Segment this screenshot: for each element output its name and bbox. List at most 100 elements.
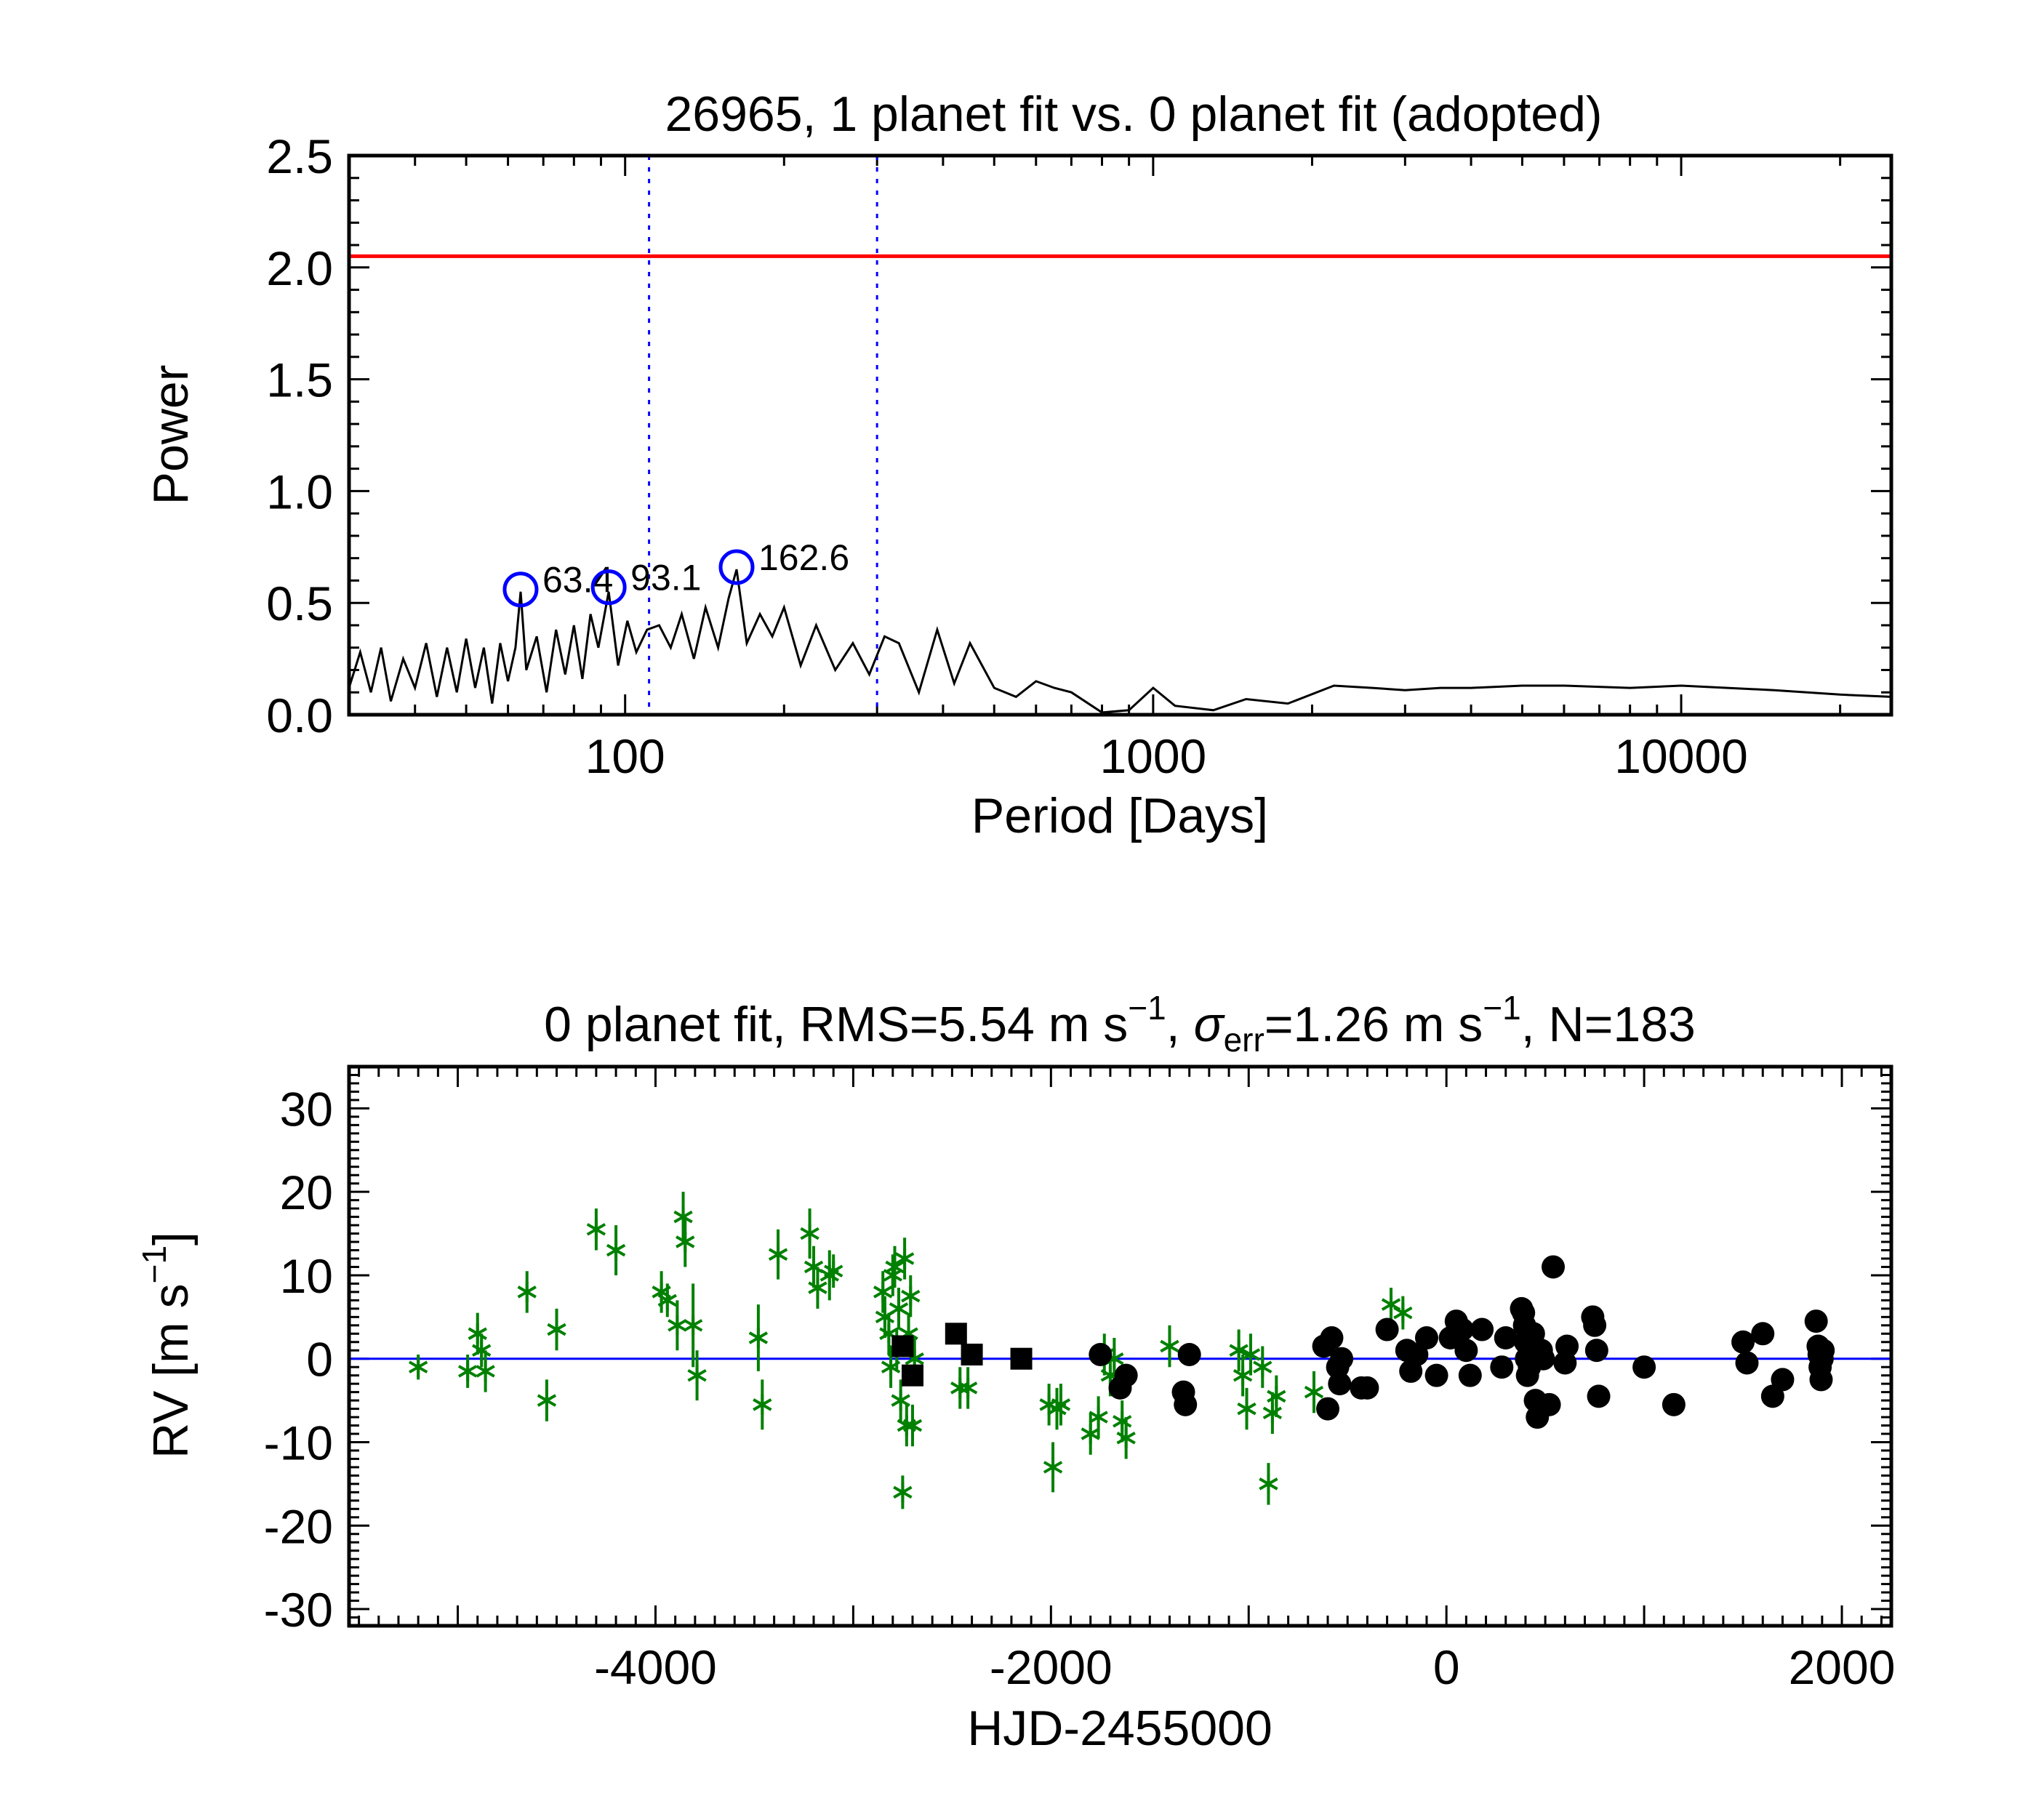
- rv-point-asterisk: [1253, 1346, 1273, 1388]
- rv-point-circle: [1587, 1384, 1611, 1408]
- rv-point-circle: [1494, 1326, 1518, 1350]
- rv-point-circle: [1320, 1326, 1344, 1350]
- rv-x-tick-labels: -4000 -2000 0 2000: [594, 1640, 1895, 1694]
- y-tick-label: -10: [264, 1416, 333, 1469]
- y-tick-label: 0.5: [266, 577, 333, 630]
- asterisk-stroke: [891, 1394, 910, 1407]
- asterisk-stroke: [683, 1319, 703, 1332]
- y-tick-label: 20: [280, 1166, 333, 1219]
- rv-point-asterisk: [803, 1246, 824, 1288]
- x-tick-label: 2000: [1789, 1640, 1896, 1694]
- y-tick-label: 1.0: [266, 465, 333, 518]
- x-tick-label: -2000: [990, 1640, 1113, 1694]
- asterisk-stroke: [1051, 1398, 1071, 1411]
- y-tick-label: 2.5: [266, 129, 333, 183]
- asterisk-stroke: [885, 1260, 905, 1274]
- asterisk-stroke: [1241, 1348, 1261, 1361]
- periodogram-plot-area: 63.4 93.1 162.6: [348, 154, 1892, 716]
- rv-point-asterisk: [687, 1350, 707, 1401]
- rv-point-circle: [1771, 1368, 1795, 1392]
- rv-point-asterisk: [1267, 1375, 1286, 1418]
- asterisk-stroke: [457, 1365, 478, 1378]
- peak-label: 93.1: [630, 558, 701, 598]
- asterisk-stroke: [950, 1381, 970, 1395]
- rv-point-circle: [1328, 1372, 1352, 1396]
- rv-point-asterisk: [800, 1208, 819, 1259]
- rv-panel: 0 planet fit, RMS=5.54 m s−1, σerr=1.26 …: [135, 989, 1895, 1756]
- asterisk-stroke: [476, 1365, 495, 1378]
- rv-point-asterisk: [893, 1475, 913, 1509]
- asterisk-stroke: [893, 1485, 913, 1499]
- asterisk-stroke: [808, 1281, 827, 1294]
- rv-point-asterisk: [885, 1246, 905, 1288]
- rv-point-circle: [1490, 1355, 1514, 1379]
- rv-point-asterisk: [1393, 1296, 1413, 1330]
- rv-title: 0 planet fit, RMS=5.54 m s−1, σerr=1.26 …: [544, 989, 1696, 1059]
- rv-point-asterisk: [891, 1379, 910, 1421]
- periodogram-y-axis-label: Power: [143, 365, 199, 505]
- asterisk-stroke: [768, 1248, 788, 1261]
- rv-point-circle: [1537, 1392, 1561, 1416]
- rv-y-tick-labels: 30 20 10 0 -10 -20 -30: [264, 1082, 333, 1637]
- asterisk-stroke: [1229, 1344, 1249, 1357]
- asterisk-stroke: [547, 1323, 566, 1336]
- rv-point-circle: [1731, 1330, 1755, 1354]
- asterisk-stroke: [748, 1331, 769, 1344]
- rv-point-asterisk: [586, 1208, 606, 1251]
- asterisk-stroke: [468, 1327, 487, 1341]
- rv-point-square: [901, 1364, 923, 1387]
- y-tick-label: 2.0: [266, 241, 333, 295]
- rv-point-circle: [1454, 1339, 1478, 1363]
- rv-point-asterisk: [606, 1225, 626, 1275]
- asterisk-stroke: [883, 1269, 902, 1282]
- rv-point-circle: [1811, 1339, 1835, 1363]
- peak-marker: [590, 569, 627, 606]
- periodogram-y-tick-labels: 0.0 0.5 1.0 1.5 2.0 2.5: [266, 129, 333, 742]
- asterisk-stroke: [753, 1398, 772, 1411]
- asterisk-stroke: [408, 1360, 428, 1373]
- rv-point-asterisk: [457, 1354, 478, 1388]
- asterisk-stroke: [1089, 1411, 1108, 1424]
- rv-point-asterisk: [657, 1283, 677, 1317]
- rv-point-asterisk: [1047, 1387, 1067, 1430]
- asterisk-stroke: [1160, 1339, 1179, 1353]
- asterisk-stroke: [824, 1264, 843, 1277]
- asterisk-stroke: [879, 1327, 899, 1341]
- rv-point-circle: [1458, 1363, 1482, 1387]
- rv-plot-area: [349, 1065, 1891, 1627]
- asterisk-stroke: [606, 1243, 626, 1257]
- rv-point-asterisk: [673, 1192, 693, 1243]
- rv-point-asterisk: [808, 1267, 827, 1309]
- rv-point-asterisk: [537, 1379, 557, 1421]
- y-tick-label: 10: [280, 1249, 333, 1303]
- rv-point-asterisk: [950, 1367, 970, 1409]
- asterisk-stroke: [1253, 1360, 1273, 1373]
- rv-point-circle: [1632, 1355, 1656, 1379]
- rv-point-asterisk: [958, 1367, 978, 1409]
- rv-point-asterisk: [753, 1379, 772, 1430]
- rv-point-circle: [1470, 1317, 1494, 1341]
- rv-point-asterisk: [901, 1275, 921, 1317]
- asterisk-stroke: [1237, 1402, 1257, 1416]
- asterisk-stroke: [1304, 1385, 1324, 1399]
- rv-point-asterisk: [873, 1271, 893, 1313]
- asterisk-stroke: [800, 1227, 819, 1240]
- asterisk-stroke: [905, 1352, 924, 1365]
- rv-point-circle: [1350, 1376, 1374, 1400]
- x-tick-label: -4000: [594, 1640, 717, 1694]
- rv-point-circle: [1414, 1326, 1438, 1350]
- rv-y-axis-label: RV [m s−1]: [135, 1232, 199, 1459]
- rv-point-circle: [1330, 1347, 1354, 1371]
- rv-point-asterisk: [768, 1229, 788, 1280]
- y-tick-label: 30: [280, 1082, 333, 1136]
- rv-point-asterisk: [668, 1300, 687, 1351]
- asterisk-stroke: [873, 1285, 893, 1299]
- rv-point-asterisk: [676, 1216, 695, 1267]
- y-tick-label: -20: [264, 1499, 333, 1553]
- rv-point-circle: [1583, 1313, 1607, 1337]
- rv-point-asterisk: [1304, 1371, 1324, 1413]
- rv-point-asterisk: [1229, 1329, 1249, 1371]
- asterisk-stroke: [657, 1293, 677, 1307]
- y-tick-label: 1.5: [266, 353, 333, 407]
